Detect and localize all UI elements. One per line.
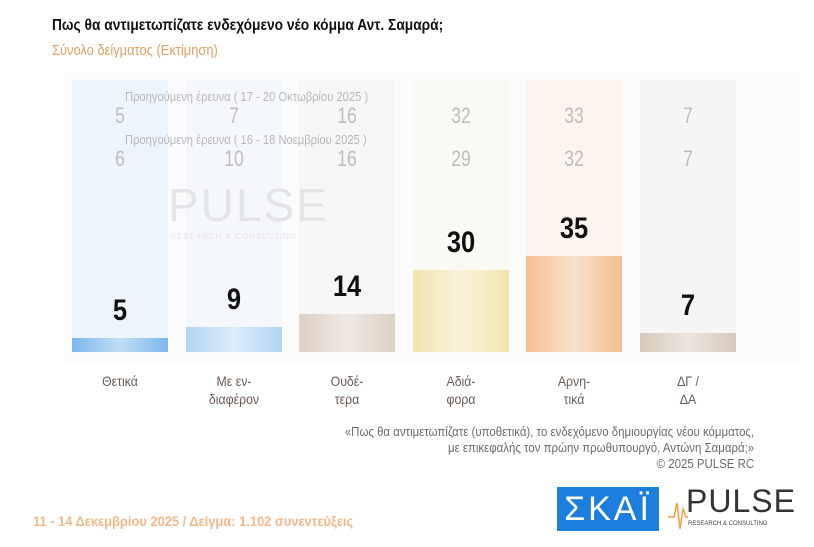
column-background bbox=[299, 80, 396, 352]
category-label: Θετικά bbox=[102, 373, 138, 389]
bar bbox=[72, 338, 168, 352]
previous-value: 7 bbox=[683, 103, 693, 128]
category-label: Με εν- διαφέρον bbox=[208, 373, 259, 407]
previous-value: 7 bbox=[228, 103, 239, 128]
previous-value: 5 bbox=[115, 103, 125, 128]
category-label: ΔΓ / ΔΑ bbox=[677, 373, 699, 407]
previous-value: 33 bbox=[564, 103, 585, 128]
bar bbox=[526, 256, 623, 352]
pulse-logo-tagline: RESEARCH & CONSULTING bbox=[688, 521, 768, 527]
previous-value: 32 bbox=[450, 103, 471, 128]
survey-footer: 11 - 14 Δεκεμβρίου 2025 / Δείγμα: 1.102 … bbox=[33, 513, 354, 529]
previous-value: 10 bbox=[223, 146, 244, 171]
previous-value: 16 bbox=[337, 146, 357, 171]
watermark-brand: PULSE bbox=[168, 179, 329, 231]
watermark-tagline: RESEARCH & CONSULTING bbox=[170, 232, 298, 241]
data-label: 7 bbox=[680, 288, 696, 322]
column-background bbox=[185, 80, 282, 352]
data-label: 14 bbox=[333, 269, 362, 303]
category-label: Αρνη- τικά bbox=[558, 373, 591, 407]
previous-survey-label-1: Προηγούμενη έρευνα ( 17 - 20 Οκτωβρίου 2… bbox=[125, 89, 369, 104]
previous-survey-label-2: Προηγούμενη έρευνα ( 16 - 18 Νοεμβρίου 2… bbox=[125, 132, 367, 147]
previous-value: 29 bbox=[450, 146, 471, 171]
data-label: 30 bbox=[446, 225, 475, 259]
bar bbox=[640, 332, 736, 352]
column-background bbox=[72, 80, 168, 352]
pulse-logo: PULSE RESEARCH & CONSULTING bbox=[668, 483, 795, 533]
question-note: «Πως θα αντιμετωπίζατε (υποθετικά), το ε… bbox=[345, 424, 754, 472]
category-label: Αδιά- φορα bbox=[446, 373, 476, 407]
category-label: Ουδέ- τερα bbox=[330, 373, 364, 407]
previous-value: 32 bbox=[564, 146, 585, 171]
bar bbox=[185, 327, 282, 352]
previous-value: 6 bbox=[115, 146, 125, 171]
bar bbox=[299, 313, 396, 352]
bar bbox=[412, 269, 509, 352]
previous-value: 16 bbox=[337, 103, 357, 128]
chart-title: Πως θα αντιμετωπίζατε ενδεχόμενο νέο κόμ… bbox=[52, 17, 444, 34]
copyright: © 2025 PULSE RC bbox=[656, 456, 754, 471]
skai-logo: ΣΚΑΪ bbox=[557, 487, 659, 531]
note-line-2: με επικεφαλής τον πρώην πρωθυπουργό, Αντ… bbox=[447, 440, 754, 455]
pulse-logo-text: PULSE bbox=[686, 483, 796, 519]
pulse-wave-icon bbox=[668, 502, 688, 530]
data-label: 5 bbox=[112, 294, 128, 328]
chart-subtitle: Σύνολο δείγματος (Εκτίμηση) bbox=[52, 42, 218, 59]
column-background bbox=[640, 80, 736, 352]
previous-value: 7 bbox=[683, 146, 693, 171]
note-line-1: «Πως θα αντιμετωπίζατε (υποθετικά), το ε… bbox=[344, 424, 754, 439]
data-label: 9 bbox=[226, 283, 241, 317]
data-label: 35 bbox=[560, 212, 589, 245]
